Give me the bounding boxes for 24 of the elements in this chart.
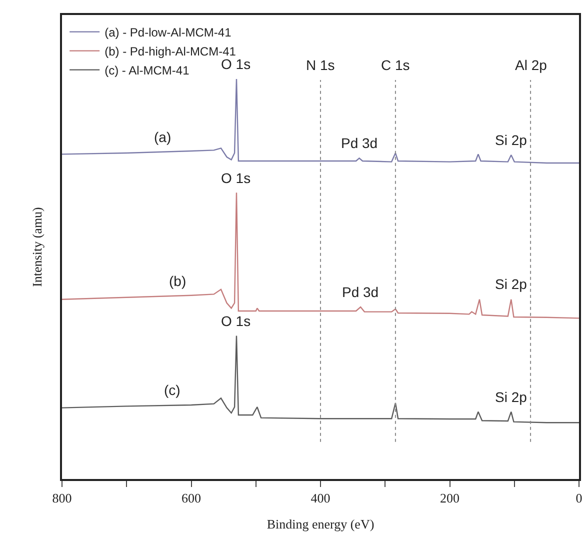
annotation: O 1s [221,170,251,186]
legend-label: (b) - Pd-high-Al-MCM-41 [104,44,236,58]
ref-line-label: N 1s [306,57,335,73]
annotation: Pd 3d [341,135,378,151]
annotation: Si 2p [495,276,528,292]
annotation: O 1s [221,56,251,72]
x-tick-label: 0 [576,490,582,506]
x-tick-label: 800 [52,490,72,506]
x-tick-label: 200 [440,490,460,506]
legend-label: (c) - Al-MCM-41 [104,64,190,78]
annotation: (a) [154,129,172,145]
y-axis-title: Intensity (amu) [29,207,44,287]
x-tick-label: 600 [182,490,201,506]
x-tick-label: 400 [310,490,330,506]
annotation: Si 2p [495,389,528,405]
ref-line-label: C 1s [381,57,410,73]
annotation: Pd 3d [342,284,379,300]
annotation: O 1s [221,313,251,329]
legend-label: (a) - Pd-low-Al-MCM-41 [104,26,232,40]
annotation: (c) [164,382,180,398]
ref-line-label: Al 2p [515,57,548,73]
annotation: Si 2p [495,132,528,148]
x-axis-title: Binding energy (eV) [266,516,374,532]
annotation: (b) [169,273,186,289]
